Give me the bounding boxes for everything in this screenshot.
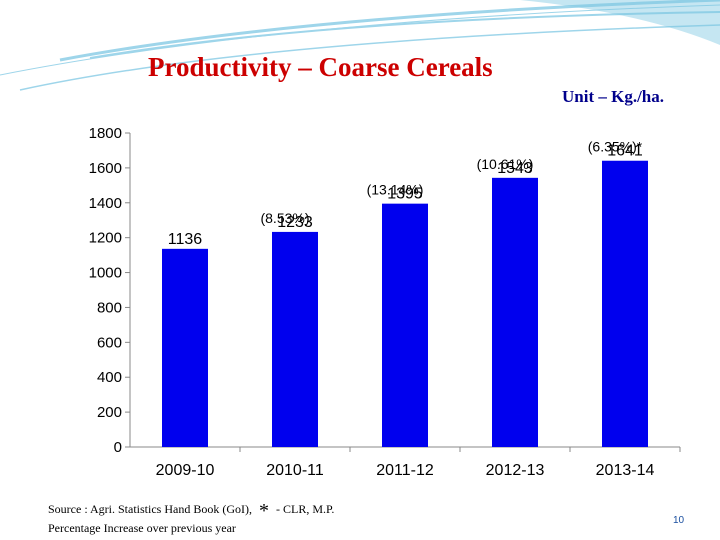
value-label: 1136 <box>168 231 203 248</box>
y-tick-label: 600 <box>97 334 122 351</box>
percent-increase-label: (6.35%)* <box>588 139 643 155</box>
source-suffix: - CLR, M.P. <box>275 502 335 516</box>
y-axis-ticks: 0 200 400 600 800 1000 1200 1400 1600 1800 <box>89 125 130 456</box>
source-text: Source : Agri. Statistics Hand Book (GoI… <box>48 502 252 516</box>
percent-increase-label: (8.53%) <box>260 210 309 226</box>
top-right-accent <box>520 0 720 45</box>
value-label: 1543 <box>497 160 533 177</box>
y-tick-label: 200 <box>97 404 122 421</box>
bar-2013-14 <box>602 160 648 447</box>
y-tick-label: 800 <box>97 299 122 316</box>
x-category-label: 2012-13 <box>486 462 545 479</box>
value-label: 1395 <box>387 186 423 203</box>
page-number: 10 <box>673 515 685 526</box>
x-category-label: 2009-10 <box>156 462 215 479</box>
bar-2009-10 <box>162 248 208 447</box>
y-tick-label: 1600 <box>89 160 122 177</box>
percent-increase-label: (10.61%) <box>477 156 534 172</box>
value-labels: 1136 1233 1395 1543 1641 <box>168 143 643 248</box>
value-label: 1641 <box>607 143 643 160</box>
y-tick-label: 1800 <box>89 125 122 142</box>
decorative-swoosh <box>0 0 720 91</box>
y-tick-label: 1000 <box>89 265 122 282</box>
y-tick-label: 0 <box>114 439 122 456</box>
x-category-label: 2013-14 <box>596 462 655 479</box>
source-note: Source : Agri. Statistics Hand Book (GoI… <box>48 500 334 523</box>
source-star: * <box>258 500 269 522</box>
unit-label: Unit – Kg./ha. <box>562 87 665 106</box>
percentage-note: Percentage Increase over previous year <box>48 521 236 535</box>
y-tick-label: 400 <box>97 369 122 386</box>
category-labels: 2009-10 2010-11 2011-12 2012-13 2013-14 <box>156 447 681 479</box>
bar-2012-13 <box>492 177 538 448</box>
percent-labels: (8.53%) (13.14%) (10.61%) (6.35%)* <box>260 139 642 226</box>
x-category-label: 2010-11 <box>266 462 324 479</box>
y-tick-label: 1200 <box>89 230 122 247</box>
bars <box>162 160 648 448</box>
x-category-label: 2011-12 <box>376 462 434 479</box>
value-label: 1233 <box>277 214 313 231</box>
bar-2010-11 <box>272 231 318 447</box>
percent-increase-label: (13.14%) <box>367 182 424 198</box>
slide-title: Productivity – Coarse Cereals <box>148 52 493 82</box>
y-tick-label: 1400 <box>89 195 122 212</box>
bar-2011-12 <box>382 203 428 447</box>
